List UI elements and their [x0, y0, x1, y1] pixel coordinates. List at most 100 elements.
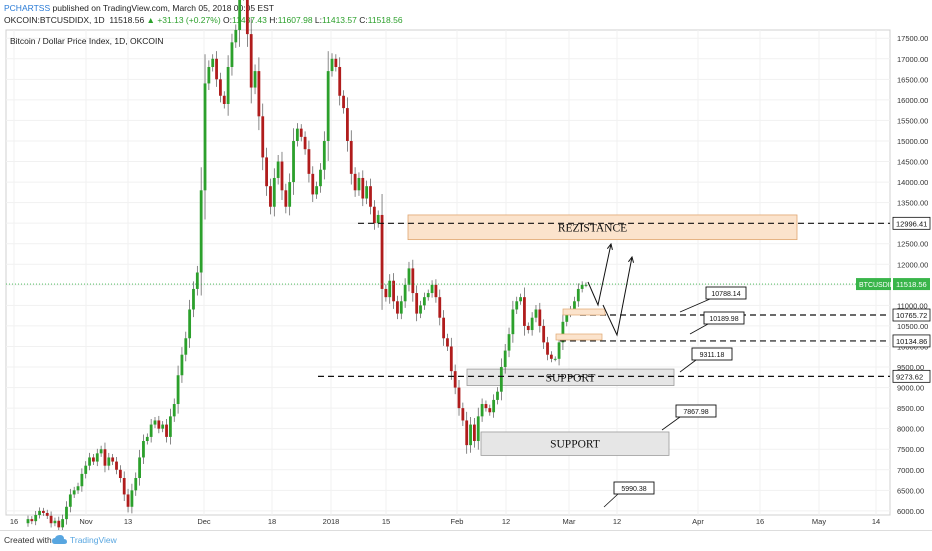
- candle-body: [26, 519, 30, 524]
- zone-box: [480, 431, 670, 456]
- tradingview-brand[interactable]: TradingView: [70, 535, 117, 545]
- candle-body: [476, 416, 480, 442]
- chart-title: Bitcoin / Dollar Price Index, 1D, OKCOIN: [10, 36, 164, 46]
- candle-body: [107, 457, 111, 466]
- callout-leader: [689, 323, 709, 335]
- x-tick-label: Dec: [197, 517, 211, 526]
- candle-body: [65, 506, 68, 520]
- candle-body: [80, 473, 84, 487]
- candle-body: [276, 161, 280, 178]
- current-symbol-tag: BTCUSDIDX: [859, 282, 900, 289]
- x-tick-label: 12: [613, 517, 621, 526]
- callout-leader: [661, 416, 681, 431]
- callout-label: 10189.98: [709, 316, 738, 323]
- candle-body: [188, 309, 192, 339]
- candle-body: [99, 449, 103, 454]
- candle-body: [349, 140, 353, 174]
- y-tick-label: 12500.00: [897, 240, 928, 249]
- current-symbol-tag-box: [856, 278, 891, 291]
- y-tick-label: 14000.00: [897, 178, 928, 187]
- candle-body: [369, 186, 372, 207]
- candle-body: [453, 371, 457, 388]
- candle-body: [303, 136, 307, 150]
- y-tick-label: 8500.00: [897, 404, 924, 413]
- y-tick-label: 6500.00: [897, 486, 924, 495]
- candle-body: [180, 354, 184, 376]
- candle-body: [299, 128, 303, 137]
- current-price-tag: 11518.56: [896, 280, 927, 289]
- callout-leader: [603, 493, 619, 508]
- candle-body: [45, 512, 49, 516]
- resistance-label: REZISTANCE: [558, 222, 627, 234]
- candle-body: [561, 321, 565, 343]
- x-tick-label: 15: [382, 517, 390, 526]
- candle-body: [584, 284, 588, 286]
- plot-area: [5, 29, 891, 516]
- candle-body: [211, 58, 215, 67]
- mini-zone: [562, 308, 606, 316]
- candle-body: [384, 288, 388, 298]
- candle-body: [365, 186, 369, 199]
- candle-body: [388, 280, 392, 298]
- candle-body: [126, 494, 130, 507]
- callout-box: [675, 404, 717, 418]
- candle-body: [557, 342, 561, 359]
- callout-leader: [679, 359, 697, 373]
- candle-body: [145, 436, 149, 442]
- x-axis[interactable]: 16 Nov 13 Dec 18 2018 15 Feb 12 Mar 12 Apr 16 May 14: [10, 517, 880, 526]
- candle-body: [195, 272, 199, 289]
- candle-body: [72, 490, 76, 495]
- candle-body: [68, 494, 72, 507]
- zone-box: [466, 368, 675, 386]
- candle-body: [203, 83, 207, 191]
- candle-body: [542, 325, 546, 343]
- price-tag-box: [892, 334, 931, 348]
- y-axis[interactable]: 6000.00 6500.00 7000.00 7500.00 8000.00 8500.…: [856, 34, 931, 516]
- candle-body: [238, 0, 242, 30]
- candle-body: [396, 301, 399, 314]
- candle-body: [519, 297, 522, 302]
- candle-body: [134, 478, 138, 491]
- y-tick-label: 13500.00: [897, 199, 928, 208]
- price-tag-box: [892, 308, 931, 322]
- symbol-label[interactable]: OKCOIN:BTCUSDIDX, 1D: [4, 15, 105, 25]
- candle-body: [515, 301, 519, 310]
- candle-body: [322, 140, 326, 170]
- candle-body: [265, 157, 268, 187]
- candle-body: [215, 58, 218, 80]
- candle-body: [334, 58, 338, 67]
- candle-body: [538, 309, 542, 326]
- price-chart[interactable]: Bitcoin / Dollar Price Index, 1D, OKCOIN…: [0, 0, 932, 530]
- levels-layer: [6, 222, 890, 377]
- candle-body: [311, 173, 315, 195]
- candle-body: [142, 441, 145, 458]
- candle-body: [138, 457, 141, 479]
- candle-body: [376, 214, 380, 224]
- candle-body: [523, 297, 526, 326]
- callout-label: 5990.38: [621, 486, 646, 493]
- candle-body: [484, 404, 488, 409]
- y-tick-label: 15000.00: [897, 137, 928, 146]
- y-tick-label: 16500.00: [897, 75, 928, 84]
- candle-body: [234, 30, 238, 43]
- grid: [6, 30, 890, 515]
- candle-body: [530, 317, 534, 331]
- candle-body: [426, 293, 430, 298]
- close-label: C:: [359, 15, 368, 25]
- candle-body: [249, 34, 253, 88]
- x-tick-label: 18: [268, 517, 276, 526]
- candle-body: [407, 268, 411, 285]
- candle-body: [507, 334, 511, 351]
- candle-body: [192, 288, 195, 310]
- candle-body: [573, 301, 576, 310]
- x-tick-label: 12: [502, 517, 510, 526]
- y-tick-label: 9000.00: [897, 384, 924, 393]
- price-tag-box: [892, 216, 931, 230]
- candle-body: [53, 520, 57, 524]
- author-link[interactable]: PCHARTSS: [4, 3, 51, 13]
- candle-body: [61, 519, 65, 528]
- candle-body: [419, 305, 422, 314]
- callout-box: [703, 311, 745, 325]
- candle-body: [576, 288, 580, 302]
- ohlc-line: OKCOIN:BTCUSDIDX, 1D 11518.56 ▲ +31.13 (…: [4, 15, 403, 25]
